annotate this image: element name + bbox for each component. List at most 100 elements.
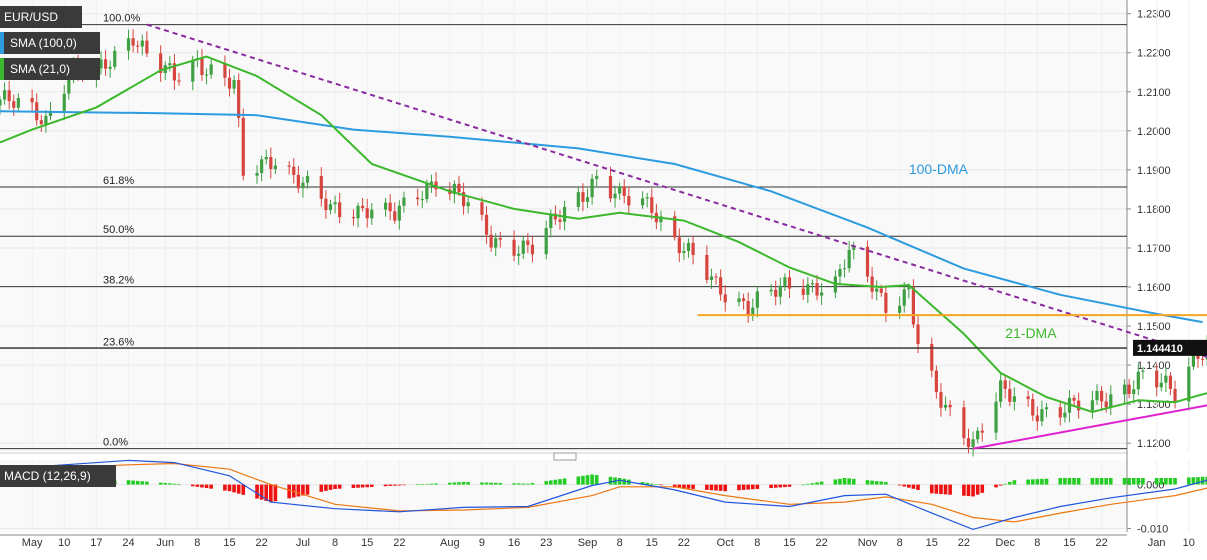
candle-body (576, 192, 580, 207)
sma100-line (0, 110, 1203, 324)
panel-resize-handle (553, 452, 577, 461)
macd-histogram-bar (1159, 478, 1164, 485)
x-axis-label: 15 (361, 537, 373, 549)
candle-body (48, 110, 53, 116)
candle-body (108, 66, 112, 69)
x-axis-label: 8 (194, 537, 200, 549)
macd-histogram-bar (1030, 479, 1035, 485)
macd-histogram-bar (172, 483, 177, 485)
candle-body (287, 165, 291, 167)
candle-body (12, 101, 16, 108)
candle-body (361, 205, 365, 209)
macd-histogram-bar (241, 484, 246, 495)
fib-level-label: 50.0% (103, 224, 134, 236)
candle-body (1187, 366, 1191, 402)
macd-histogram-bar (223, 484, 227, 491)
macd-histogram-bar (227, 484, 232, 492)
candle-body (581, 192, 585, 202)
price-axis-label: 1.1500 (1137, 321, 1171, 333)
macd-histogram-bar (498, 482, 503, 485)
macd-histogram-bar (1008, 481, 1012, 485)
fib-level-label: 23.6% (103, 336, 134, 348)
candle-body (351, 217, 356, 219)
macd-histogram-bar (195, 484, 200, 487)
x-axis-label: 22 (678, 537, 690, 549)
macd-histogram-bar (544, 481, 549, 485)
candle-body (585, 197, 590, 202)
macd-histogram-bar (1090, 478, 1095, 485)
macd-histogram-bar (168, 483, 172, 485)
macd-histogram-bar (884, 481, 888, 485)
candle-body (769, 289, 773, 292)
candle-body (1109, 394, 1113, 408)
price-axis-label: 1.1700 (1137, 243, 1171, 255)
candle-body (939, 392, 943, 408)
macd-histogram-bar (810, 483, 815, 485)
candle-body (328, 204, 333, 211)
candle-body (1122, 384, 1127, 395)
macd-histogram-bar (737, 484, 741, 491)
macd-histogram-bar (425, 483, 429, 485)
candle-body (494, 238, 498, 248)
macd-histogram-bar (512, 483, 516, 485)
candle-body (608, 176, 613, 199)
x-axis-label: Dec (995, 537, 1015, 549)
macd-tag[interactable]: MACD (12,26,9) (0, 465, 116, 487)
candle-body (1031, 399, 1035, 416)
macd-histogram-bar (457, 482, 461, 485)
sma100-annotation: 100-DMA (909, 161, 969, 177)
macd-histogram-bar (645, 482, 649, 485)
macd-histogram-bar (1044, 478, 1049, 485)
macd-histogram-bar (654, 484, 659, 486)
sma100-tag[interactable]: SMA (100,0) (0, 32, 100, 54)
candle-body (943, 404, 948, 408)
macd-histogram-bar (1003, 483, 1008, 485)
macd-histogram-bar (608, 476, 613, 485)
macd-histogram-bar (1131, 478, 1136, 485)
candle-body (838, 269, 842, 277)
candle-body (159, 53, 163, 74)
macd-histogram-bar (562, 478, 567, 485)
macd-histogram-bar (466, 482, 470, 485)
candle-body (16, 98, 20, 108)
candle-body (1164, 375, 1168, 383)
candle-body (365, 208, 369, 219)
macd-panel-bg (0, 460, 1127, 532)
candle-body (237, 80, 241, 118)
sma100-label: SMA (100,0) (10, 36, 77, 50)
candle-body (778, 285, 782, 297)
macd-histogram-bar (1058, 478, 1063, 485)
macd-histogram-bar (521, 483, 526, 485)
candle-body (136, 45, 140, 47)
sma21-tag[interactable]: SMA (21,0) (0, 58, 100, 80)
macd-histogram-bar (1072, 478, 1076, 485)
downtrend-resistance-line (146, 23, 1207, 358)
symbol-tag[interactable]: EUR/USD (0, 6, 82, 28)
candle-body (191, 59, 195, 82)
candle-body (1063, 412, 1067, 418)
candle-body (296, 174, 300, 189)
candle-body (971, 439, 975, 448)
macd-histogram-bar (815, 482, 819, 485)
candle-body (324, 198, 328, 211)
candle-body (44, 115, 48, 125)
price-axis-label: 1.2200 (1137, 48, 1171, 60)
candle-body (1155, 370, 1159, 388)
price-panel-bg (0, 0, 1127, 451)
ascending-support-line (972, 404, 1207, 450)
macd-histogram-bar (819, 481, 824, 485)
candle-body (948, 404, 952, 408)
candle-body (976, 430, 980, 440)
macd-histogram-bar (255, 484, 259, 499)
candle-body (999, 380, 1003, 402)
macd-histogram-bar (718, 484, 723, 491)
macd-histogram-bar (236, 484, 241, 494)
candle-body (356, 205, 360, 219)
macd-histogram-bar (649, 483, 654, 485)
macd-histogram-bar (333, 484, 337, 489)
macd-histogram-bar (351, 484, 356, 488)
macd-histogram-bar (1173, 478, 1177, 485)
macd-histogram-bar (131, 480, 135, 485)
candle-body (103, 59, 108, 69)
